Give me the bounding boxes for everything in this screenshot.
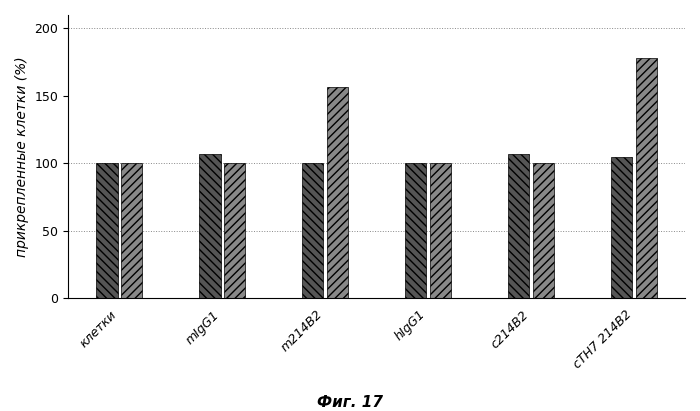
Bar [405,164,426,298]
Bar [533,164,554,298]
Y-axis label: прикрепленные клетки (%): прикрепленные клетки (%) [15,56,29,257]
Bar [430,164,452,298]
Bar [96,164,118,298]
Bar [121,164,143,298]
Bar [224,164,246,298]
Bar [610,157,632,298]
Bar [636,58,657,298]
Bar [302,164,323,298]
Bar [199,154,220,298]
Bar [327,86,349,298]
Bar [508,154,529,298]
Text: Фиг. 17: Фиг. 17 [317,395,383,410]
